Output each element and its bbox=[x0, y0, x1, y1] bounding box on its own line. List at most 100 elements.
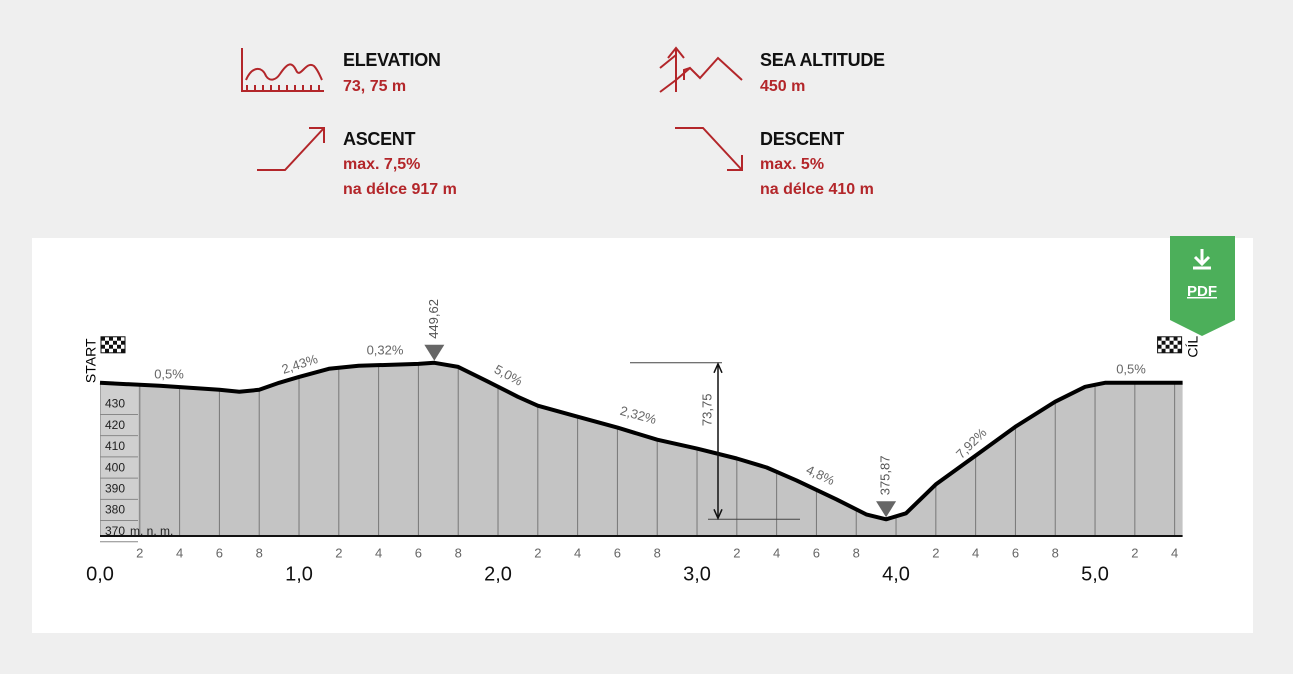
flag-cell bbox=[1157, 340, 1162, 345]
flag-cell bbox=[113, 340, 117, 345]
pdf-button[interactable]: PDF bbox=[1170, 236, 1235, 336]
flag-cell bbox=[101, 336, 105, 341]
flag-cell bbox=[1157, 344, 1162, 349]
marker bbox=[876, 501, 897, 518]
grade-label: 0,32% bbox=[367, 342, 404, 357]
x-tick-label: 2 bbox=[733, 545, 740, 560]
y-label-column bbox=[100, 382, 138, 536]
flag-cell bbox=[1165, 340, 1170, 345]
x-tick-label: 2 bbox=[335, 545, 342, 560]
flag-cell bbox=[113, 336, 117, 341]
flag-cell bbox=[1169, 348, 1174, 353]
profile-area bbox=[100, 362, 1183, 536]
flag-cell bbox=[117, 344, 121, 349]
flag-cell bbox=[121, 340, 125, 345]
x-tick-label: 8 bbox=[853, 545, 860, 560]
x-tick-label: 2 bbox=[1131, 545, 1138, 560]
y-tick-label: 420 bbox=[105, 418, 125, 432]
x-tick-label: 8 bbox=[1052, 545, 1059, 560]
x-tick-label: 2,0 bbox=[484, 563, 512, 585]
flag-cell bbox=[1177, 344, 1182, 349]
y-tick-label: 430 bbox=[105, 397, 125, 411]
flag-cell bbox=[1157, 348, 1162, 353]
flag-cell bbox=[1173, 340, 1178, 345]
x-tick-label: 0,0 bbox=[86, 563, 114, 585]
x-tick-label: 8 bbox=[256, 545, 263, 560]
flag-cell bbox=[117, 340, 121, 345]
flag-cell bbox=[109, 336, 113, 341]
flag-cell bbox=[1165, 336, 1170, 341]
y-tick-label: 370 bbox=[105, 524, 125, 538]
end-label: CÍL bbox=[1184, 336, 1200, 358]
x-tick-label: 2 bbox=[136, 545, 143, 560]
profile-line bbox=[99, 360, 1183, 522]
flag-cell bbox=[1177, 336, 1182, 341]
x-tick-label: 4 bbox=[574, 545, 581, 560]
x-tick-label: 6 bbox=[216, 545, 223, 560]
y-tick-label: 410 bbox=[105, 439, 125, 453]
flag-cell bbox=[113, 348, 117, 353]
marker-label: 375,87 bbox=[878, 456, 893, 496]
stat-label: ELEVATION bbox=[343, 50, 441, 70]
grade-label: 0,5% bbox=[154, 366, 184, 381]
x-tick-label: 8 bbox=[654, 545, 661, 560]
stat-label: SEA ALTITUDE bbox=[760, 50, 885, 70]
x-tick-label: 5,0 bbox=[1081, 563, 1109, 585]
flag-cell bbox=[1173, 348, 1178, 353]
stat-value: na délce 917 m bbox=[343, 181, 457, 198]
flag-cell bbox=[109, 340, 113, 345]
stat-value: 73, 75 m bbox=[343, 78, 406, 95]
flag-cell bbox=[1169, 344, 1174, 349]
pdf-label: PDF bbox=[1187, 283, 1217, 300]
flag-cell bbox=[1161, 336, 1166, 341]
flag-cell bbox=[121, 344, 125, 349]
flag-cell bbox=[1157, 336, 1162, 341]
marker bbox=[424, 344, 445, 361]
stat-label: DESCENT bbox=[760, 129, 844, 149]
y-tick-label: 380 bbox=[105, 503, 125, 517]
x-tick-label: 4 bbox=[375, 545, 382, 560]
altitude-icon bbox=[659, 46, 743, 93]
flag-cell bbox=[1165, 348, 1170, 353]
flag-cell bbox=[101, 344, 105, 349]
x-tick-label: 4 bbox=[972, 545, 979, 560]
x-tick-label: 4 bbox=[176, 545, 183, 560]
flag-cell bbox=[1161, 348, 1166, 353]
elevation-icon bbox=[241, 48, 324, 92]
y-tick-label: 390 bbox=[105, 481, 125, 495]
flag-cell bbox=[105, 344, 109, 349]
marker-label: 449,62 bbox=[426, 299, 441, 339]
flag-cell bbox=[109, 344, 113, 349]
flag-cell bbox=[117, 348, 121, 353]
flag-cell bbox=[109, 348, 113, 353]
flag-cell bbox=[1161, 344, 1166, 349]
x-tick-label: 6 bbox=[415, 545, 422, 560]
flag-cell bbox=[113, 344, 117, 349]
x-tick-label: 2 bbox=[932, 545, 939, 560]
x-tick-label: 3,0 bbox=[683, 563, 711, 585]
flag-cell bbox=[1177, 348, 1182, 353]
flag-cell bbox=[121, 336, 125, 341]
flag-cell bbox=[105, 348, 109, 353]
start-label: START bbox=[83, 338, 99, 383]
ascent-icon bbox=[257, 127, 325, 171]
y-unit: m. n. m. bbox=[130, 524, 173, 538]
stat-value: na délce 410 m bbox=[760, 181, 874, 198]
flag-cell bbox=[121, 348, 125, 353]
flag-cell bbox=[1169, 340, 1174, 345]
flag-cell bbox=[117, 336, 121, 341]
flag-cell bbox=[1169, 336, 1174, 341]
flag-cell bbox=[105, 340, 109, 345]
x-tick-label: 4 bbox=[773, 545, 780, 560]
x-tick-label: 6 bbox=[1012, 545, 1019, 560]
x-tick-label: 2 bbox=[534, 545, 541, 560]
flag-cell bbox=[1161, 340, 1166, 345]
x-tick-label: 4,0 bbox=[882, 563, 910, 585]
flag-cell bbox=[101, 340, 105, 345]
diff-label: 73,75 bbox=[699, 394, 714, 427]
stat-value: 450 m bbox=[760, 78, 805, 95]
x-tick-label: 8 bbox=[455, 545, 462, 560]
y-tick-label: 400 bbox=[105, 460, 125, 474]
x-tick-label: 6 bbox=[813, 545, 820, 560]
